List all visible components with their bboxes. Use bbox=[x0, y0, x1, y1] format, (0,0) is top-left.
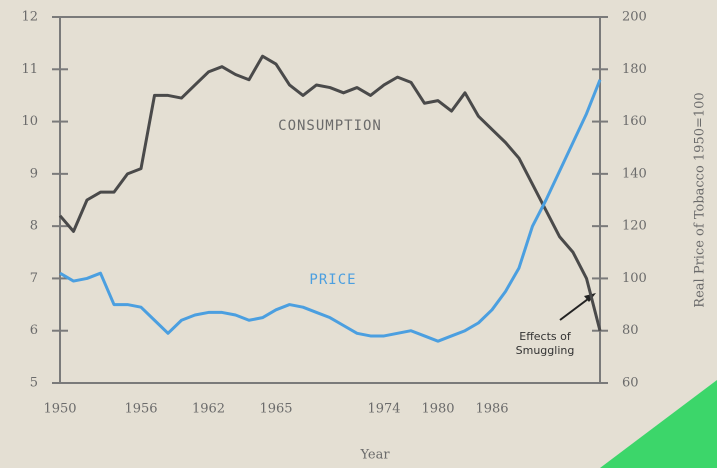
annotation: Effects of bbox=[519, 330, 572, 343]
y2-tick-label: 200 bbox=[622, 10, 647, 25]
series-line bbox=[59, 79, 602, 343]
y2-tick-label: 120 bbox=[622, 219, 647, 234]
y2-tick-label: 60 bbox=[622, 376, 639, 391]
x-tick-label: 1962 bbox=[192, 402, 225, 417]
y-tick-label: 7 bbox=[30, 271, 38, 286]
y2-tick-label: 140 bbox=[622, 166, 647, 181]
y-tick-label: 5 bbox=[30, 376, 38, 391]
y2-tick-label: 100 bbox=[622, 271, 647, 286]
annotation: Smuggling bbox=[516, 344, 575, 357]
series-line bbox=[58, 54, 602, 332]
y2-tick-label: 160 bbox=[622, 114, 647, 129]
y2-tick-label: 80 bbox=[622, 323, 639, 338]
y-tick-label: 12 bbox=[21, 10, 38, 25]
x-axis-label: Year bbox=[359, 448, 390, 463]
x-tick-label: 1950 bbox=[43, 402, 76, 417]
y-tick-label: 10 bbox=[21, 114, 38, 129]
x-tick-label: 1965 bbox=[259, 402, 292, 417]
sticker bbox=[600, 380, 717, 468]
plot-frame bbox=[59, 16, 601, 384]
y-tick-label: 11 bbox=[21, 62, 38, 77]
x-tick-label: 1956 bbox=[124, 402, 157, 417]
consumption-label: CONSUMPTION bbox=[278, 118, 382, 134]
y2-axis-label: Real Price of Tobacco 1950=100 bbox=[693, 92, 708, 307]
x-tick-label: 1986 bbox=[475, 402, 508, 417]
y-tick-label: 6 bbox=[30, 323, 38, 338]
x-tick-label: 1974 bbox=[367, 402, 400, 417]
x-tick-label: 1980 bbox=[421, 402, 454, 417]
y-tick-label: 8 bbox=[30, 219, 38, 234]
y-tick-label: 9 bbox=[30, 166, 38, 181]
y2-tick-label: 180 bbox=[622, 62, 647, 77]
annotation-arrow bbox=[559, 295, 593, 321]
price-label: PRICE bbox=[309, 272, 356, 288]
